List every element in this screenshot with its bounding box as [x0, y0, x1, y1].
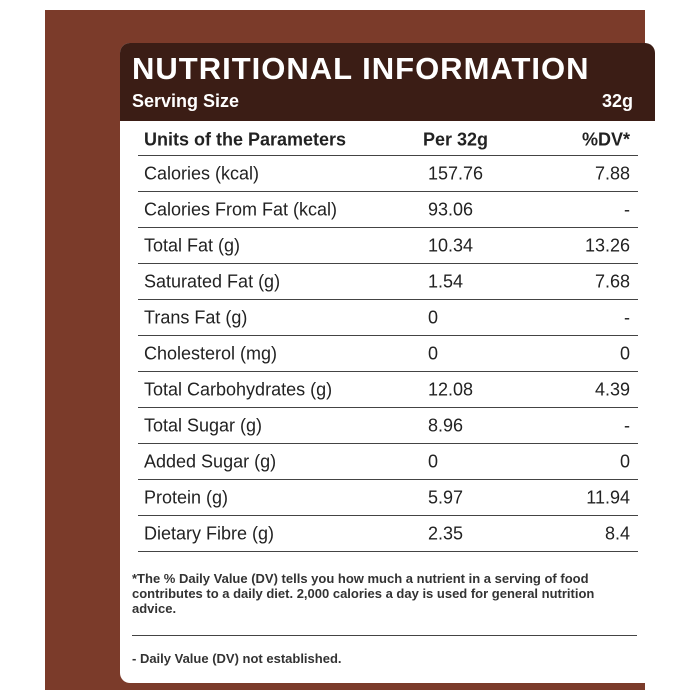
table-cell: Total Sugar (g) [144, 415, 263, 435]
table-cell: 0 [428, 307, 439, 327]
table-cell: 157.76 [428, 163, 484, 183]
table-row: Total Sugar (g) 8.96 - [138, 408, 638, 444]
column-header: Per 32g [423, 129, 489, 150]
table-cell: 12.08 [428, 379, 474, 399]
table-cell: 0 [619, 451, 630, 471]
table-cell: Total Carbohydrates (g) [144, 379, 333, 399]
table-row: Saturated Fat (g) 1.54 7.68 [138, 264, 638, 300]
table-cell: Protein (g) [144, 487, 229, 507]
header: NUTRITIONAL INFORMATION Serving Size 32g [120, 43, 655, 121]
table-row: Added Sugar (g) 0 0 [138, 444, 638, 480]
table-cell: Calories (kcal) [144, 163, 260, 183]
table-cell: 5.97 [428, 487, 464, 507]
footnote: - Daily Value (DV) not established. [132, 651, 342, 666]
table-cell: Calories From Fat (kcal) [144, 199, 338, 219]
table-cell: Total Fat (g) [144, 235, 241, 255]
table-row: Trans Fat (g) 0 - [138, 300, 638, 336]
table-cell: Trans Fat (g) [144, 307, 248, 327]
table-row: Dietary Fibre (g) 2.35 8.4 [138, 516, 638, 552]
serving-label: Serving Size [132, 91, 240, 111]
table-row: Calories From Fat (kcal) 93.06 - [138, 192, 638, 228]
table-row: Total Carbohydrates (g) 12.08 4.39 [138, 372, 638, 408]
table-cell: 10.34 [428, 235, 474, 255]
header-row: Units of the Parameters Per 32g %DV* [138, 125, 638, 156]
table-cell: Cholesterol (mg) [144, 343, 278, 363]
column-header: Units of the Parameters [144, 129, 347, 150]
title: NUTRITIONAL INFORMATION [132, 51, 590, 86]
table-cell: 8.4 [604, 523, 630, 543]
table: Units of the Parameters Per 32g %DV* Calori… [138, 125, 638, 552]
table-cell: 13.26 [584, 235, 630, 255]
table-cell: 7.88 [594, 163, 630, 183]
table-cell: 0 [428, 343, 439, 363]
table-cell: 0 [619, 343, 630, 363]
footnote: *The % Daily Value (DV) tells you how mu… [132, 571, 595, 616]
table-row: Cholesterol (mg) 0 0 [138, 336, 638, 372]
table-cell: Saturated Fat (g) [144, 271, 281, 291]
table-row: Protein (g) 5.97 11.94 [138, 480, 638, 516]
panel: NUTRITIONAL INFORMATION Serving Size 32g… [120, 43, 655, 683]
table-cell: 93.06 [428, 199, 474, 219]
table-cell: Added Sugar (g) [144, 451, 277, 471]
table-cell: - [624, 307, 630, 327]
table-cell: 8.96 [428, 415, 464, 435]
table-row: Calories (kcal) 157.76 7.88 [138, 156, 638, 192]
separator [132, 635, 637, 636]
serving-value: 32g [601, 91, 633, 111]
table-cell: - [624, 415, 630, 435]
table-cell: Dietary Fibre (g) [144, 523, 275, 543]
frame: NUTRITIONAL INFORMATION Serving Size 32g… [45, 10, 655, 690]
table-cell: 7.68 [594, 271, 630, 291]
table-cell: 2.35 [428, 523, 464, 543]
table-cell: - [624, 199, 630, 219]
column-header: %DV* [581, 129, 630, 150]
table-cell: 0 [428, 451, 439, 471]
table-cell: 1.54 [428, 271, 464, 291]
table-cell: 11.94 [586, 487, 630, 507]
table-row: Total Fat (g) 10.34 13.26 [138, 228, 638, 264]
table-cell: 4.39 [594, 379, 630, 399]
